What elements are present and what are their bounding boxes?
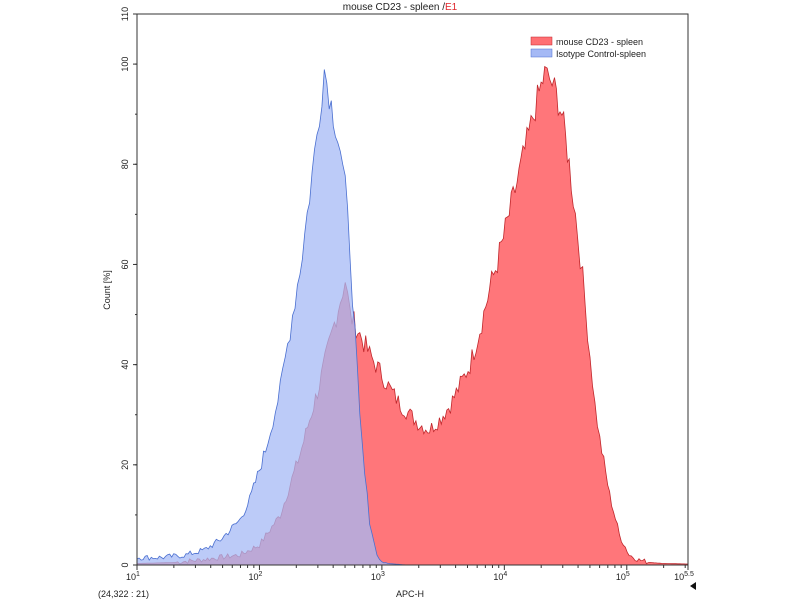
y-tick-label: 20 [120,460,130,470]
legend-swatch [530,48,553,58]
cursor-readout: (24,322 : 21) [98,589,149,599]
y-tick-label: 0 [120,562,130,567]
y-tick-label: 40 [120,360,130,370]
y-tick-label: 110 [120,7,130,21]
y-tick-label: 100 [120,57,130,72]
y-tick-label: 80 [120,159,130,169]
chart-title: mouse CD23 - spleen /E1 [343,2,458,13]
y-axis-label: Count [%] [102,270,112,310]
legend: mouse CD23 - spleen Isotype Control-splee… [530,36,646,59]
series-area-cd23 [136,65,689,566]
x-tick-label: 105 [616,571,630,582]
y-tick-label: 60 [120,259,130,269]
x-tick-label: 105.5 [674,571,694,582]
x-tick-label: 101 [126,571,140,582]
x-tick-label: 103 [371,571,385,582]
legend-label: mouse CD23 - spleen [556,37,643,47]
x-tick-label: 104 [493,571,507,582]
legend-swatch [530,36,553,46]
plot-frame [136,13,689,566]
x-tick-label: 102 [248,571,262,582]
triangle-left-icon[interactable] [690,582,696,590]
x-axis-label: APC-H [396,589,424,599]
legend-label: Isotype Control-spleen [556,49,646,59]
